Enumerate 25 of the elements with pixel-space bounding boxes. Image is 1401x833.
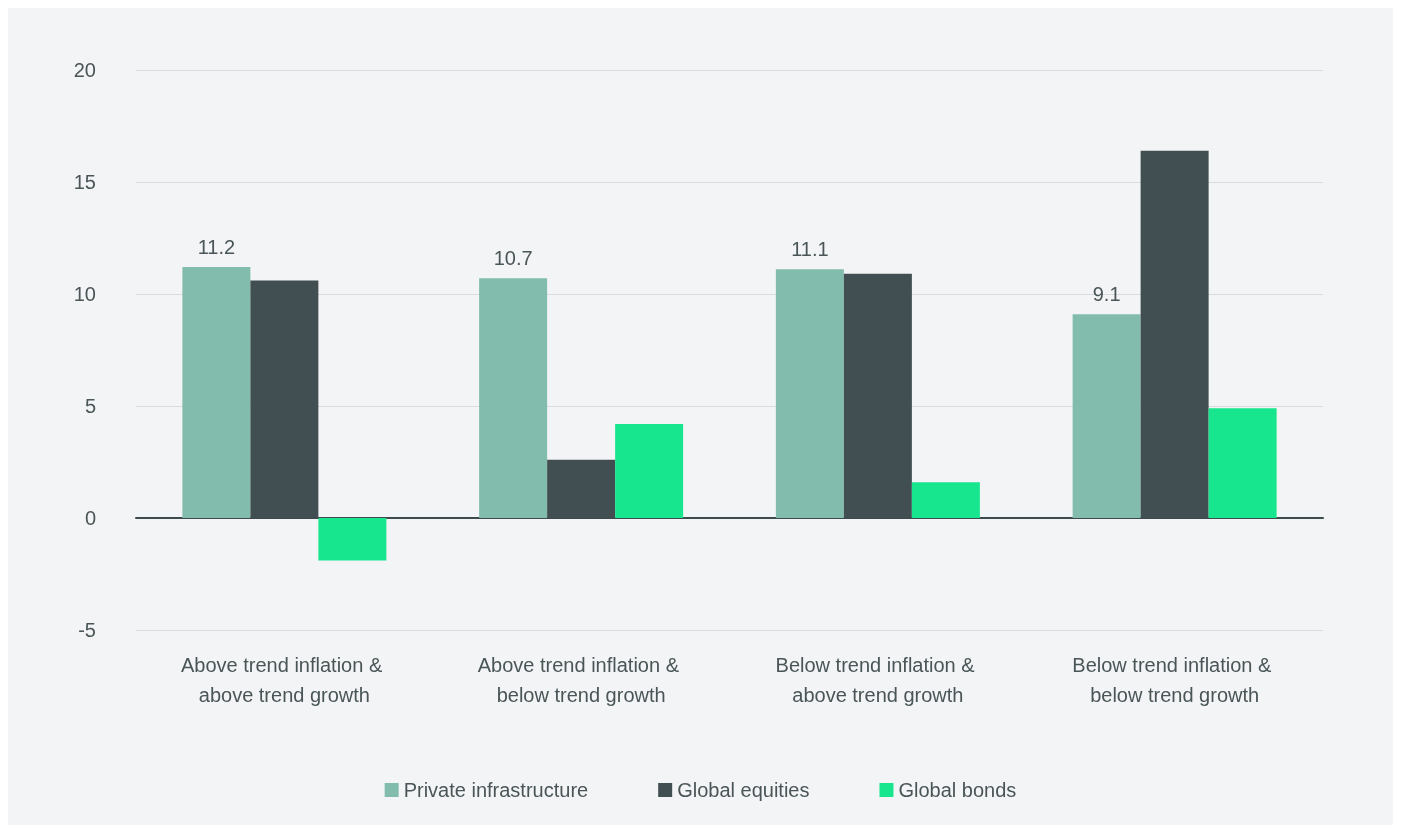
- legend-label: Global equities: [677, 779, 810, 801]
- bar: [479, 278, 548, 518]
- legend-label: Private infrastructure: [403, 779, 589, 801]
- data-label: 9.1: [1092, 283, 1121, 306]
- x-tick-label: Above trend inflation & above trend growth: [180, 654, 388, 706]
- y-tick-label: 5: [84, 395, 96, 417]
- x-tick-label: Below trend inflation & above trend growth: [775, 654, 981, 706]
- x-tick-label: Above trend inflation & below trend growth: [477, 654, 685, 706]
- y-tick-label: -5: [78, 619, 96, 641]
- data-label: 10.7: [493, 247, 533, 270]
- bar: [911, 482, 980, 518]
- y-tick-label: 15: [73, 171, 96, 193]
- bar: [182, 267, 251, 518]
- bar: [318, 518, 387, 561]
- data-label: 11.1: [791, 238, 829, 261]
- y-tick-label: 0: [84, 507, 96, 529]
- data-label: 11.2: [197, 236, 236, 259]
- bar: [1208, 408, 1277, 518]
- bar: [1072, 314, 1141, 518]
- y-tick-label: 20: [73, 59, 96, 81]
- y-tick-label: 10: [73, 283, 96, 305]
- bar: [615, 423, 684, 518]
- bar: [775, 269, 844, 518]
- x-tick-label: Below trend inflation & below trend growth: [1072, 654, 1277, 706]
- legend-label: Global bonds: [898, 779, 1017, 801]
